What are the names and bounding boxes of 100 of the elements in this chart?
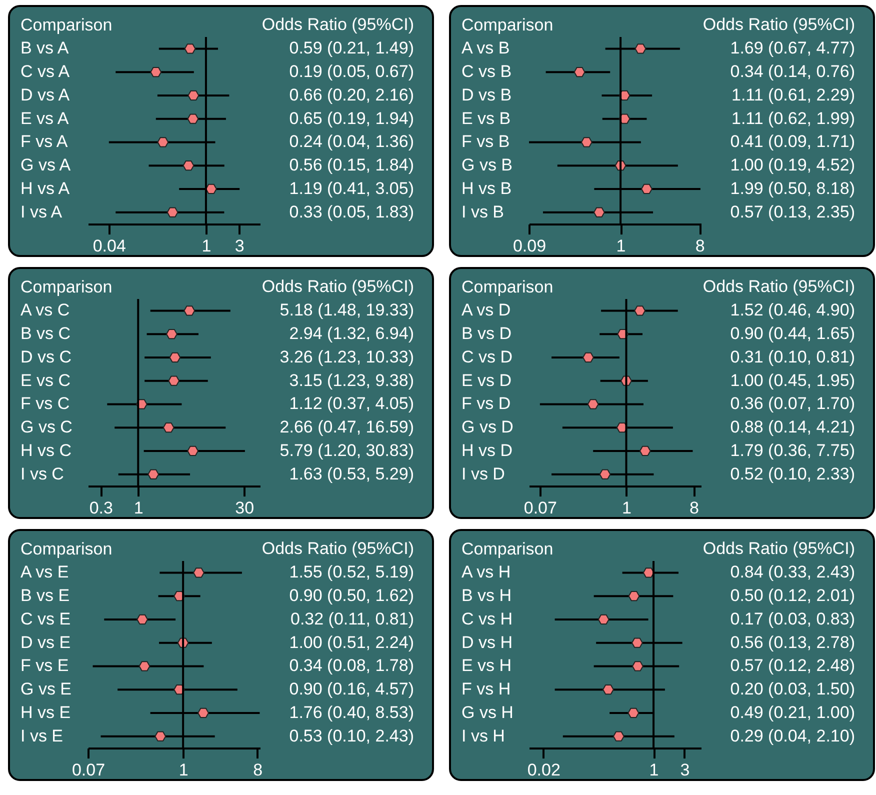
data-label: 1.79 (0.36, 7.75) [730, 440, 855, 460]
y-tick-label: H vs E [20, 702, 71, 722]
y-axis-title: Comparison [462, 540, 554, 558]
point [166, 329, 178, 340]
data-label: 0.65 (0.19, 1.94) [289, 108, 414, 128]
y-tick-label: F vs D [462, 394, 511, 414]
data-label: 3.26 (1.23, 10.33) [280, 347, 414, 366]
data-label: 0.49 (0.21, 1.00) [730, 702, 855, 722]
y-tick-label: G vs C [20, 418, 72, 437]
y-tick-label: B vs A [20, 38, 70, 58]
x-tick-label: 1 [178, 760, 188, 780]
y-tick-label: F vs C [20, 394, 70, 414]
data-label: 1.55 (0.52, 5.19) [289, 562, 414, 582]
point [168, 376, 180, 386]
y-tick-label: G vs B [462, 156, 513, 175]
y-tick-label: A vs H [462, 562, 511, 582]
data-label: 0.88 (0.14, 4.21) [730, 418, 855, 437]
y-tick-label: G vs A [20, 156, 72, 175]
y-tick-label: H vs B [462, 178, 512, 198]
data-label: 1.69 (0.67, 4.77) [730, 38, 855, 58]
data-label: 1.11 (0.61, 2.29) [732, 85, 855, 104]
data-label: 0.53 (0.10, 2.43) [289, 726, 414, 746]
data-label: 1.19 (0.41, 3.05) [289, 178, 414, 198]
x-tick-label: 0.04 [92, 236, 126, 256]
y-tick-label: H vs A [20, 178, 70, 198]
x-tick-label: 1 [134, 498, 144, 518]
data-label: 0.34 (0.14, 0.76) [730, 62, 855, 82]
x-tick-label: 3 [234, 236, 244, 256]
data-label: 0.56 (0.13, 2.78) [730, 632, 855, 652]
data-label: 0.59 (0.21, 1.49) [289, 38, 414, 58]
data-label: 1.00 (0.19, 4.52) [730, 156, 855, 175]
text: Odds Ratio (95%CI) [262, 539, 414, 558]
data-label: 1.99 (0.50, 8.18) [730, 178, 855, 198]
x-tick-label: 0.07 [72, 760, 106, 780]
y-tick-label: C vs B [462, 62, 512, 82]
point [184, 44, 196, 54]
x-tick-label: 0.09 [512, 236, 546, 256]
data-label: 1.00 (0.51, 2.24) [289, 632, 414, 652]
y-tick-label: F vs H [462, 680, 511, 699]
y-tick-label: B vs D [462, 324, 512, 344]
y-tick-label: I vs H [462, 726, 505, 746]
data-label: 0.90 (0.50, 1.62) [289, 586, 414, 606]
y-tick-label: D vs E [20, 632, 71, 652]
y-tick-label: G vs E [20, 680, 72, 699]
data-label: 1.11 (0.62, 1.99) [732, 108, 855, 128]
y-tick-label: E vs D [462, 370, 512, 390]
data-label: 0.56 (0.15, 1.84) [289, 156, 414, 175]
y-tick-label: H vs D [462, 440, 512, 460]
point [187, 114, 199, 124]
point [166, 207, 178, 218]
data-label: 0.34 (0.08, 1.78) [289, 656, 414, 676]
data-label: 0.33 (0.05, 1.83) [289, 202, 414, 222]
data-label: 0.90 (0.44, 1.65) [730, 324, 855, 344]
y-tick-label: H vs C [20, 440, 72, 460]
data-label: 1.00 (0.45, 1.95) [730, 370, 855, 390]
x-tick-label: 1 [202, 236, 212, 256]
text: Odds Ratio (95%CI) [702, 277, 855, 296]
data-label: 0.50 (0.12, 2.01) [730, 586, 855, 606]
data-label: 1.63 (0.53, 5.29) [289, 464, 414, 484]
y-tick-label: D vs C [20, 347, 72, 366]
y-tick-label: F vs A [20, 132, 68, 152]
y-tick-label: I vs D [462, 464, 505, 484]
data-label: 0.66 (0.20, 2.16) [289, 85, 414, 104]
data-label: 0.24 (0.04, 1.36) [289, 132, 414, 152]
y-tick-label: F vs E [20, 656, 69, 676]
y-tick-label: C vs D [462, 347, 512, 366]
x-tick-label: 1 [649, 760, 659, 780]
data-label: 0.32 (0.11, 0.81) [290, 609, 414, 628]
text: Odds Ratio (95%CI) [702, 15, 855, 34]
y-axis-title: Comparison [462, 278, 554, 296]
text: Odds Ratio (95%CI) [262, 277, 414, 296]
data-label: 0.52 (0.10, 2.33) [730, 464, 855, 484]
data-label: 5.18 (1.48, 19.33) [280, 300, 414, 320]
x-tick-label: 8 [690, 498, 699, 518]
y-tick-label: A vs D [462, 300, 511, 320]
y-tick-label: B vs H [462, 586, 512, 606]
y-tick-label: I vs A [20, 202, 63, 222]
y-tick-label: C vs A [20, 62, 70, 82]
y-tick-label: I vs C [20, 464, 64, 484]
data-label: 1.76 (0.40, 8.53) [289, 702, 414, 722]
y-tick-label: E vs B [462, 108, 511, 128]
y-tick-label: D vs A [20, 85, 70, 104]
text: Odds Ratio (95%CI) [262, 15, 414, 34]
data-label: 5.79 (1.20, 30.83) [280, 440, 414, 460]
y-tick-label: E vs A [20, 108, 70, 128]
data-label: 3.15 (1.23, 9.38) [289, 370, 414, 390]
y-tick-label: D vs B [462, 85, 512, 104]
x-tick-label: 1 [616, 236, 626, 256]
y-axis-title: Comparison [462, 16, 554, 34]
x-tick-label: 3 [680, 760, 690, 780]
point [169, 352, 181, 362]
text: Odds Ratio (95%CI) [702, 539, 855, 558]
y-tick-label: E vs H [462, 656, 512, 676]
y-tick-label: A vs B [462, 38, 510, 58]
y-tick-label: G vs D [462, 418, 514, 437]
point [188, 90, 200, 100]
data-label: 0.31 (0.10, 0.81) [730, 347, 855, 366]
x-tick-label: 1 [622, 498, 632, 518]
y-tick-label: A vs E [20, 562, 69, 582]
data-label: 0.41 (0.09, 1.71) [730, 132, 855, 152]
